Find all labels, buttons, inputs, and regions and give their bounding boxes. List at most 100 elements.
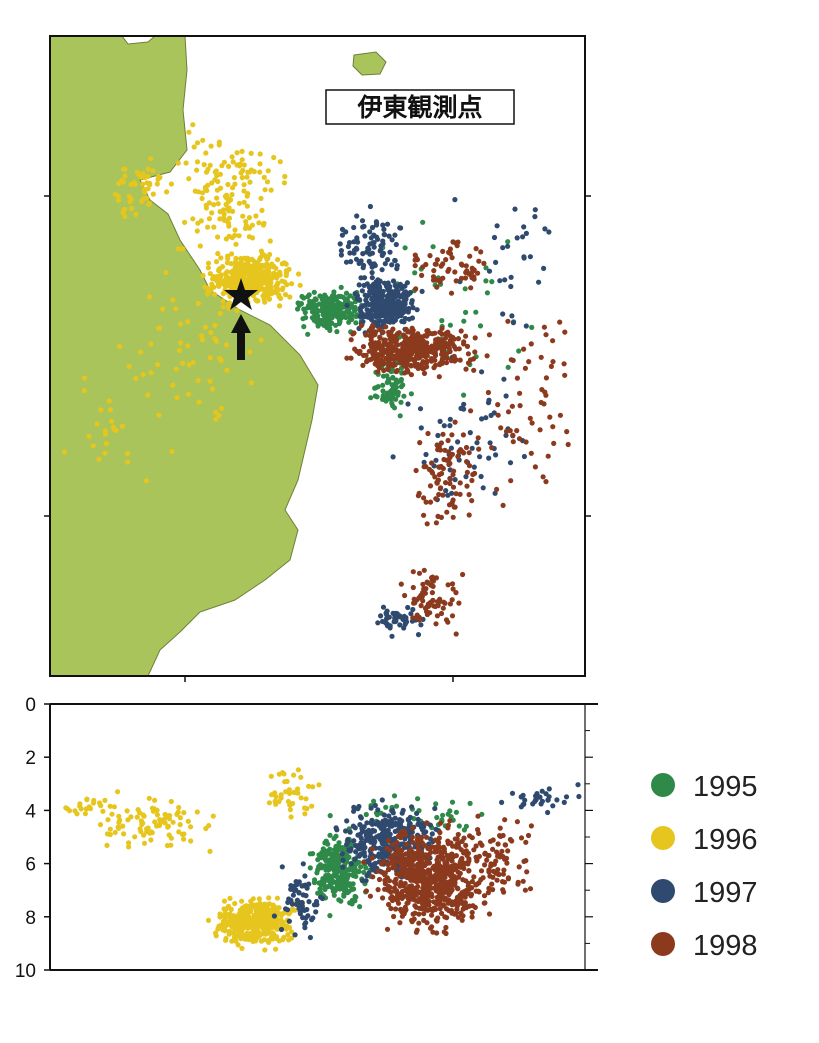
- depth-point-1998: [417, 870, 423, 876]
- depth-point-1998: [400, 888, 406, 895]
- depth-point-1997: [343, 828, 349, 834]
- depth-point-1996: [266, 929, 272, 935]
- depth-point-1997: [376, 823, 382, 829]
- depth-point-1996: [239, 945, 245, 952]
- hypocenter-1995: [393, 389, 399, 395]
- hypocenter-1996: [212, 322, 218, 328]
- depth-point-1998: [363, 888, 369, 894]
- hypocenter-1996: [205, 166, 211, 172]
- hypocenter-1997: [405, 604, 411, 611]
- hypocenter-1996: [119, 423, 125, 429]
- hypocenter-1996: [209, 210, 215, 216]
- depth-point-1998: [452, 836, 458, 842]
- depth-point-1998: [485, 890, 491, 896]
- depth-point-1996: [287, 807, 293, 813]
- hypocenter-1998: [430, 274, 437, 280]
- depth-point-1998: [490, 846, 496, 852]
- hypocenter-1997: [391, 301, 397, 307]
- depth-point-1997: [340, 857, 346, 863]
- depth-point-1998: [449, 874, 455, 880]
- hypocenter-1998: [495, 412, 501, 418]
- depth-point-1998: [403, 907, 409, 913]
- hypocenter-1997: [469, 445, 475, 451]
- hypocenter-1998: [545, 453, 551, 459]
- hypocenter-1997: [383, 620, 389, 626]
- legend-label-1996: 1996: [693, 824, 758, 856]
- hypocenter-1998: [464, 459, 470, 465]
- hypocenter-1997: [345, 243, 351, 250]
- hypocenter-1996: [243, 219, 249, 225]
- hypocenter-1998: [449, 451, 455, 457]
- depth-point-1997: [381, 812, 387, 818]
- depth-point-1998: [422, 904, 428, 910]
- depth-point-1997: [377, 835, 383, 841]
- depth-point-1997: [429, 831, 435, 837]
- hypocenter-1996: [265, 255, 271, 262]
- depth-point-1995: [356, 868, 362, 875]
- depth-point-1995: [338, 898, 344, 904]
- depth-point-1997: [347, 829, 353, 835]
- hypocenter-1997: [523, 230, 530, 236]
- hypocenter-1997: [501, 376, 507, 382]
- hypocenter-1998: [448, 290, 455, 296]
- hypocenter-1997: [423, 451, 429, 458]
- hypocenter-1996: [133, 211, 139, 217]
- hypocenter-1996: [230, 208, 236, 214]
- hypocenter-1998: [412, 263, 418, 269]
- hypocenter-1998: [466, 512, 472, 518]
- hypocenter-1998: [429, 590, 435, 596]
- depth-point-1998: [528, 823, 535, 829]
- hypocenter-1996: [221, 207, 227, 213]
- hypocenter-1997: [386, 233, 392, 239]
- depth-point-1995: [337, 846, 343, 852]
- hypocenter-1996: [213, 409, 219, 415]
- depth-point-1997: [369, 821, 375, 827]
- arrow-up-icon: [231, 314, 251, 360]
- hypocenter-1996: [221, 217, 227, 223]
- hypocenter-1997: [387, 249, 393, 255]
- hypocenter-1997: [338, 248, 344, 254]
- depth-point-1997: [286, 896, 292, 902]
- depth-point-1998: [440, 894, 446, 900]
- hypocenter-1996: [86, 433, 92, 439]
- hypocenter-1996: [190, 359, 196, 366]
- depth-point-1998: [409, 869, 415, 876]
- hypocenter-1996: [233, 255, 239, 261]
- depth-point-1998: [478, 868, 485, 874]
- hypocenter-1998: [429, 468, 435, 475]
- depth-point-1997: [319, 895, 326, 902]
- hypocenter-1998: [372, 344, 378, 350]
- depth-point-1996: [117, 817, 123, 823]
- hypocenter-1998: [461, 450, 467, 456]
- depth-point-1997: [375, 807, 381, 813]
- hypocenter-1997: [503, 432, 509, 438]
- hypocenter-1998: [376, 365, 382, 371]
- depth-point-1996: [221, 898, 228, 904]
- hypocenter-1996: [277, 159, 283, 165]
- hypocenter-1998: [401, 362, 407, 368]
- hypocenter-1997: [508, 274, 514, 280]
- hypocenter-1997: [372, 262, 378, 269]
- depth-point-1996: [295, 767, 301, 773]
- hypocenter-1998: [416, 350, 422, 356]
- depth-point-1996: [107, 803, 113, 809]
- depth-point-1996: [273, 946, 279, 952]
- hypocenter-1996: [297, 282, 303, 288]
- hypocenter-1998: [421, 586, 427, 592]
- depth-point-1995: [316, 880, 322, 886]
- hypocenter-1998: [408, 372, 414, 378]
- hypocenter-1995: [505, 364, 511, 370]
- hypocenter-1996: [176, 347, 183, 354]
- y-tick-label: 6: [25, 855, 36, 876]
- depth-point-1995: [363, 811, 369, 818]
- depth-point-1997: [372, 802, 378, 809]
- depth-point-1995: [449, 799, 456, 805]
- hypocenter-1998: [470, 471, 476, 478]
- hypocenter-1997: [532, 207, 538, 213]
- hypocenter-1996: [190, 122, 196, 128]
- hypocenter-1996: [244, 257, 250, 263]
- depth-point-1997: [351, 804, 357, 811]
- hypocenter-1996: [267, 238, 273, 244]
- depth-point-1996: [148, 837, 154, 843]
- hypocenter-1998: [443, 331, 449, 337]
